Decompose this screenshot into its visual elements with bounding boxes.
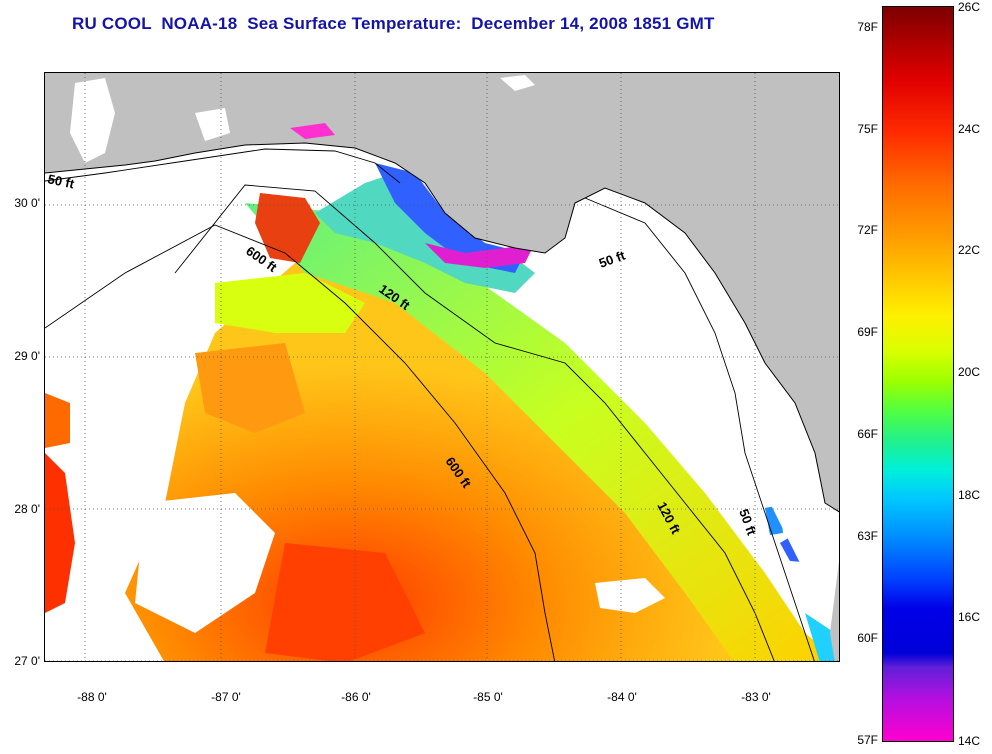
nearshore-magenta-1 xyxy=(290,123,335,139)
lon-label-88: -88 0' xyxy=(77,690,107,704)
land-bay-white-1 xyxy=(70,78,115,163)
cold-water-bay xyxy=(375,163,525,273)
orange-edge-west xyxy=(45,393,70,448)
cloud-central-west xyxy=(105,363,175,443)
orange-patch-west xyxy=(195,343,305,433)
cool-patch-coast-south xyxy=(805,613,839,661)
colorbar-f-label: 75F xyxy=(857,122,878,136)
colorbar-c-label: 20C xyxy=(958,365,981,379)
sst-map-svg: 50 ft 600 ft 120 ft 50 ft 600 ft 120 ft … xyxy=(45,73,839,661)
colorbar-f-label: 69F xyxy=(857,325,878,339)
lat-label-28: 28 0' xyxy=(14,502,40,516)
colorbar-f-label: 72F xyxy=(857,223,878,237)
red-patch-west-edge xyxy=(45,453,75,613)
lon-label-86: -86 0' xyxy=(341,690,371,704)
contour-120ft xyxy=(174,184,775,661)
map-title: RU COOL NOAA-18 Sea Surface Temperature:… xyxy=(72,14,715,33)
cloud-south-center xyxy=(595,578,665,613)
lon-label-85: -85 0' xyxy=(473,690,503,704)
warm-spot-north xyxy=(255,193,320,263)
contour-50ft-east xyxy=(584,197,815,661)
land-peninsula-east xyxy=(830,561,839,661)
land-lake-white xyxy=(500,75,535,91)
lon-label-83: -83 0' xyxy=(741,690,771,704)
colorbar-c-label: 26C xyxy=(958,0,981,14)
colorbar-f-label: 60F xyxy=(857,631,878,645)
lat-label-29: 29 0' xyxy=(14,349,40,363)
red-patch-southwest xyxy=(265,543,425,661)
lat-label-27: 27 0' xyxy=(14,654,40,668)
colorbar-f-label: 78F xyxy=(857,20,878,34)
graticule xyxy=(45,73,839,661)
coldest-water-patch xyxy=(425,243,535,268)
coastline xyxy=(45,142,839,513)
lon-label-84: -84 0' xyxy=(607,690,637,704)
lat-label-30: 30 0' xyxy=(14,196,40,210)
colorbar-c-label: 18C xyxy=(958,488,981,502)
lon-label-87: -87 0' xyxy=(211,690,241,704)
contour-600ft xyxy=(45,224,556,661)
colorbar-c-label: 14C xyxy=(958,734,981,748)
sst-map: 50 ft 600 ft 120 ft 50 ft 600 ft 120 ft … xyxy=(44,72,840,662)
colorbar-f-label: 57F xyxy=(857,733,878,747)
cloud-east-shelf xyxy=(605,213,839,593)
land-bay-white-2 xyxy=(195,108,230,141)
colorbar-f-label: 66F xyxy=(857,427,878,441)
contour-50ft-west xyxy=(45,148,401,184)
cloud-west xyxy=(45,193,185,333)
shelf-water xyxy=(245,203,839,661)
cloud-southwest xyxy=(135,493,275,633)
temperature-colorbar xyxy=(882,6,954,742)
colorbar-f-label: 63F xyxy=(857,529,878,543)
colorbar-c-label: 16C xyxy=(958,610,981,624)
colorbar-c-label: 24C xyxy=(958,122,981,136)
colorbar-c-label: 22C xyxy=(958,243,981,257)
land-mass xyxy=(45,73,839,512)
contour-label: 50 ft xyxy=(46,171,76,191)
